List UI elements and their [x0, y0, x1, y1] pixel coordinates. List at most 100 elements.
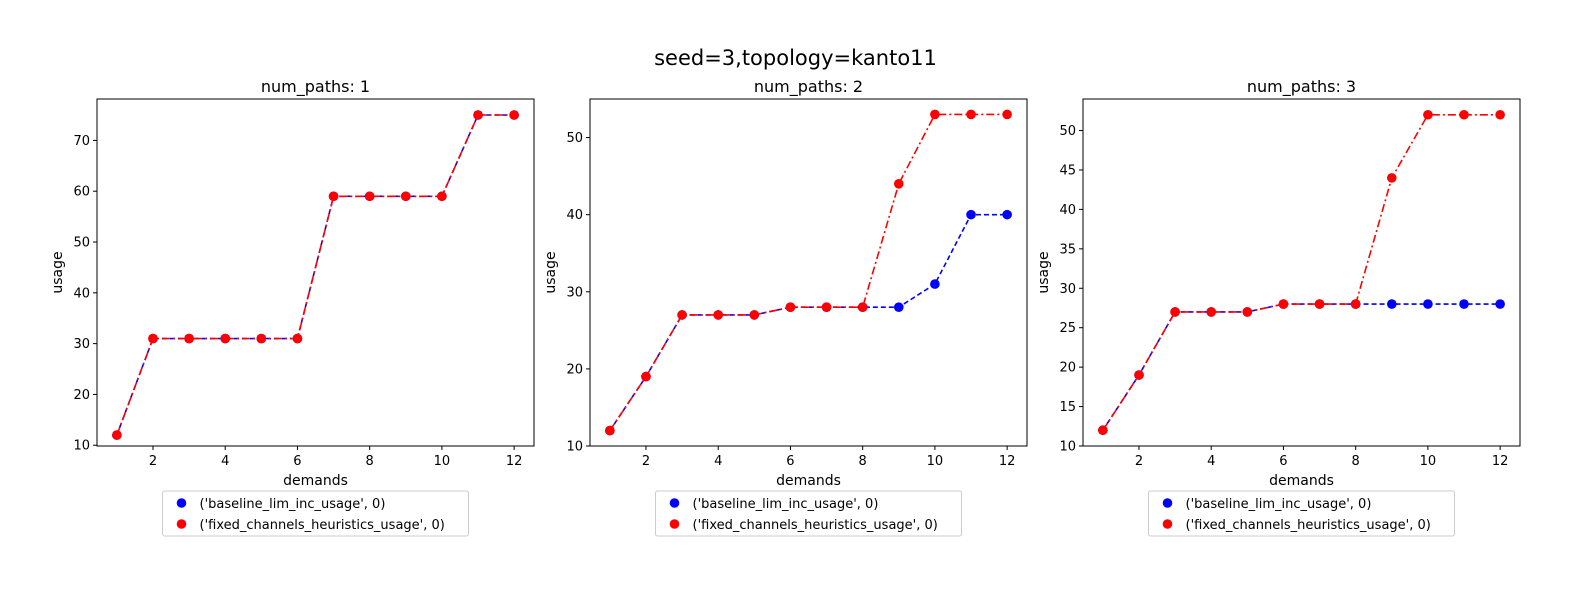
series-1-line: [1102, 303, 1501, 431]
x-tick-label: 8: [366, 454, 374, 469]
x-tick-label: 6: [1279, 454, 1287, 469]
series-2-point: [328, 191, 339, 202]
series-2-point: [292, 333, 303, 344]
legend-entry: ('fixed_channels_heuristics_usage', 0): [693, 518, 938, 533]
series-2-point: [364, 191, 375, 202]
series-2-point: [1459, 109, 1469, 120]
y-axis-label: usage: [50, 251, 66, 293]
series-2-point: [256, 333, 267, 344]
y-tick-label: 20: [566, 362, 583, 377]
y-tick-label: 20: [73, 388, 90, 403]
series-1-point: [1002, 209, 1012, 220]
series-2-point: [893, 179, 904, 189]
legend-box: [1148, 490, 1455, 537]
series-2-point: [749, 310, 760, 320]
series-2-point: [713, 310, 724, 320]
series-1-point: [966, 209, 976, 220]
y-axis-label: usage: [1036, 251, 1052, 293]
y-tick-label: 50: [566, 131, 583, 146]
legend-marker: [669, 498, 680, 508]
legend: ('baseline_lim_inc_usage', 0) ('fixed_cha…: [1148, 490, 1455, 537]
series-2-point: [1314, 299, 1325, 309]
series-1-point: [930, 279, 940, 289]
series-2-point: [821, 302, 832, 313]
x-tick-label: 8: [1352, 454, 1360, 469]
series-2-point: [966, 109, 976, 120]
legend-marker: [176, 498, 187, 508]
subplot-title: num_paths: 2: [754, 77, 863, 97]
series-2-point: [1242, 307, 1253, 317]
legend-entry: ('fixed_channels_heuristics_usage', 0): [200, 518, 445, 533]
legend-marker: [669, 519, 680, 529]
series-2-point: [473, 110, 483, 120]
legend-entry: ('baseline_lim_inc_usage', 0): [1186, 497, 1372, 512]
series-2-point: [641, 371, 651, 382]
series-2-point: [785, 302, 796, 313]
subplot-title: num_paths: 3: [1247, 77, 1356, 97]
series-2-line: [116, 114, 515, 436]
legend-marker: [1162, 498, 1173, 508]
series-2-point: [148, 333, 158, 344]
series-1-point: [1386, 299, 1397, 309]
y-tick-label: 10: [1059, 440, 1076, 455]
x-tick-label: 4: [1207, 454, 1215, 469]
series-2-point: [509, 110, 519, 120]
series-2-point: [1423, 109, 1433, 120]
series-1-point: [893, 302, 904, 313]
x-tick-label: 10: [1420, 454, 1437, 469]
series-2-point: [930, 109, 940, 120]
x-tick-label: 2: [149, 454, 157, 469]
series-2-point: [184, 333, 194, 344]
legend-entry: ('baseline_lim_inc_usage', 0): [200, 497, 386, 512]
y-tick-label: 50: [73, 236, 90, 251]
series-2-point: [605, 425, 615, 436]
x-tick-label: 2: [642, 454, 650, 469]
x-tick-label: 4: [221, 454, 229, 469]
series-2-point: [437, 191, 447, 202]
series-1-point: [1495, 299, 1505, 309]
x-tick-label: 10: [927, 454, 944, 469]
legend-marker: [1162, 519, 1173, 529]
series-2-point: [1134, 370, 1144, 380]
y-tick-label: 35: [1059, 242, 1076, 257]
figure-suptitle: seed=3,topology=kanto11: [654, 46, 937, 70]
subplot-title: num_paths: 1: [261, 77, 370, 97]
x-tick-label: 6: [786, 454, 794, 469]
axes-frame: [96, 98, 535, 447]
legend-entry: ('baseline_lim_inc_usage', 0): [693, 497, 879, 512]
series-2-point: [677, 310, 687, 320]
legend-box: [655, 490, 962, 537]
series-2-point: [1495, 109, 1505, 120]
y-tick-label: 20: [1059, 361, 1076, 376]
y-tick-label: 60: [73, 185, 90, 200]
legend-entry: ('fixed_channels_heuristics_usage', 0): [1186, 518, 1431, 533]
series-2-point: [1098, 425, 1108, 436]
series-2-line: [1102, 113, 1501, 431]
y-tick-label: 30: [566, 285, 583, 300]
axes-frame: [589, 98, 1028, 447]
y-axis-label: usage: [543, 251, 559, 293]
y-tick-label: 25: [1059, 321, 1076, 336]
series-2-point: [1170, 307, 1180, 317]
y-tick-label: 40: [566, 208, 583, 223]
x-axis-label: demands: [283, 473, 348, 489]
x-tick-label: 4: [714, 454, 722, 469]
subplot-3: num_paths: 3 2 4 6 8 10 12 10 15 20 25 30 35 40 45 50 de…: [1036, 77, 1521, 537]
axes-frame: [1082, 98, 1521, 447]
series-2-point: [1386, 173, 1397, 183]
legend-box: [162, 490, 469, 537]
y-tick-label: 50: [1059, 124, 1076, 139]
series-1-point: [1423, 299, 1433, 309]
y-tick-label: 40: [73, 286, 90, 301]
x-tick-label: 12: [999, 454, 1016, 469]
subplot-1: num_paths: 1 2 4 6 8 10 12 10 20 30 40 50 60 70 demand…: [50, 77, 535, 537]
legend: ('baseline_lim_inc_usage', 0) ('fixed_cha…: [655, 490, 962, 537]
series-2-point: [112, 430, 122, 440]
y-tick-label: 40: [1059, 203, 1076, 218]
series-2-point: [1278, 299, 1289, 309]
series-1-point: [1459, 299, 1469, 309]
x-tick-label: 10: [434, 454, 451, 469]
series-2-point: [857, 302, 868, 313]
legend: ('baseline_lim_inc_usage', 0) ('fixed_cha…: [162, 490, 469, 537]
